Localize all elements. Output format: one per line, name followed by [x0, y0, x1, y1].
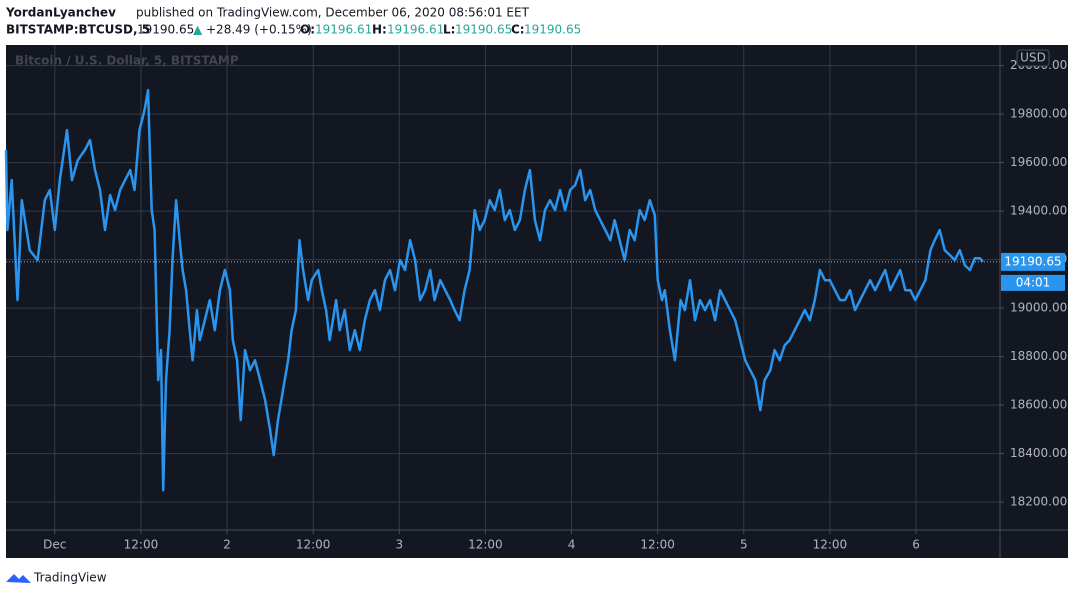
x-tick-label: 5 [740, 538, 748, 552]
o: 19196.61 [315, 23, 372, 37]
l-label: L: [443, 23, 455, 37]
y-tick-label: 19800.00 [1010, 107, 1067, 121]
last: 19190.65 [137, 23, 194, 37]
watermark: Bitcoin / U.S. Dollar, 5, BITSTAMP [15, 54, 239, 68]
author: YordanLyanchev [5, 6, 116, 20]
h-label: H: [372, 23, 387, 37]
countdown: 04:01 [1016, 275, 1051, 289]
last-price-label: 19190.65 [1004, 254, 1061, 268]
arrow: ▲ [193, 23, 203, 37]
change: +28.49 (+0.15%) [206, 23, 312, 37]
symbol: BITSTAMP:BTCUSD, 5 [6, 23, 150, 37]
x-tick-label: 12:00 [813, 538, 848, 552]
x-tick-label: Dec [43, 538, 66, 552]
published: published on TradingView.com, December 0… [136, 6, 530, 20]
y-tick-label: 19400.00 [1010, 204, 1067, 218]
y-tick-label: 18600.00 [1010, 398, 1067, 412]
y-tick-label: 19600.00 [1010, 155, 1067, 169]
currency: USD [1020, 51, 1046, 65]
last-price-badge [1001, 252, 1065, 271]
chart-panel [6, 45, 1068, 558]
x-tick-label: 12:00 [468, 538, 503, 552]
h: 19196.61 [387, 23, 444, 37]
x-tick-label: 3 [395, 538, 403, 552]
x-tick-label: 12:00 [124, 538, 159, 552]
price-line [4, 88, 984, 492]
x-tick-label: 4 [568, 538, 576, 552]
y-tick-label: 18400.00 [1010, 446, 1067, 460]
c-label: C: [511, 23, 525, 37]
y-tick-label: 18200.00 [1010, 495, 1067, 509]
y-tick-label: 18800.00 [1010, 349, 1067, 363]
y-tick-label: 19000.00 [1010, 301, 1067, 315]
l: 19190.65 [455, 23, 512, 37]
o-label: O: [300, 23, 315, 37]
brand: TradingView [33, 571, 107, 585]
x-tick-label: 2 [223, 538, 231, 552]
x-tick-label: 6 [912, 538, 920, 552]
c: 19190.65 [524, 23, 581, 37]
currency-badge [1016, 49, 1050, 67]
countdown-badge [1001, 274, 1065, 291]
x-tick-label: 12:00 [640, 538, 675, 552]
logo [6, 574, 31, 583]
x-tick-label: 12:00 [296, 538, 331, 552]
